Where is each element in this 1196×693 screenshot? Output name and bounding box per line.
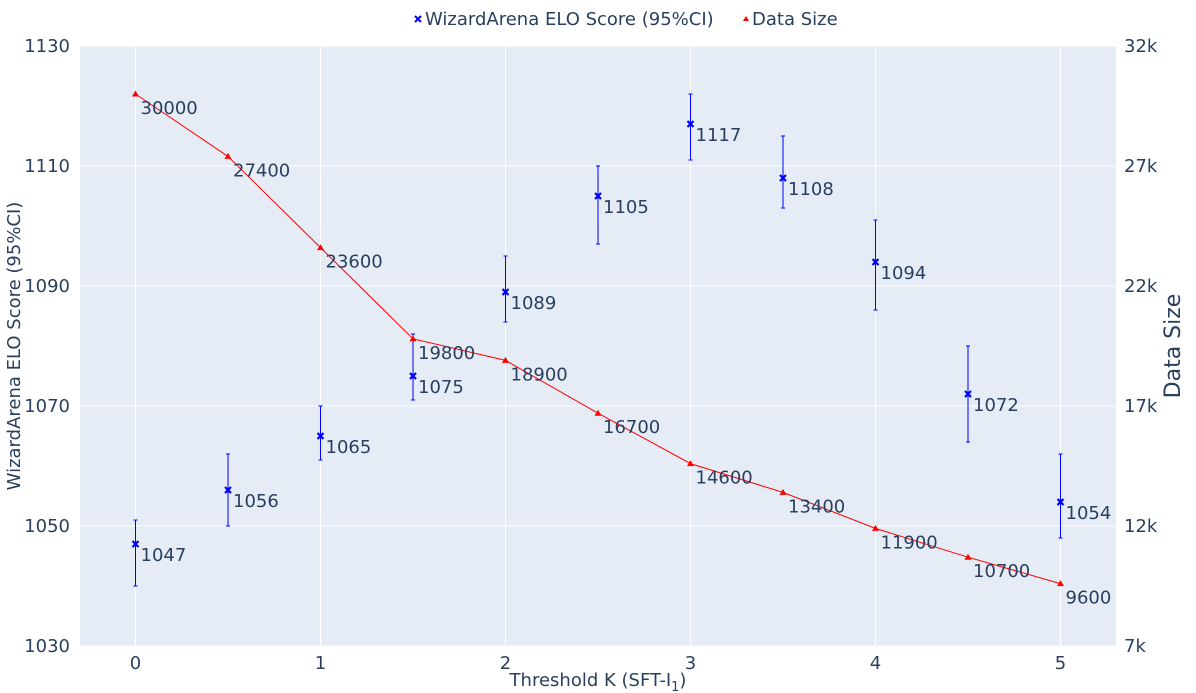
y-left-tick-label: 1130 [24,36,70,57]
elo-label: 1056 [233,491,279,512]
elo-point [594,192,602,200]
elo-label: 1089 [511,293,557,314]
error-bars [133,93,1063,587]
y-right-tick-label: 27k [1124,156,1158,177]
legend[interactable]: WizardArena ELO Score (95%CI) Data Size [414,9,838,30]
legend-item-elo[interactable]: WizardArena ELO Score (95%CI) [414,9,714,30]
elo-point [501,288,510,296]
x-tick-label: 3 [685,653,696,674]
y-left-tick-label: 1070 [24,396,70,417]
data-size-point [502,356,509,363]
data-size-point [1057,580,1064,587]
data-size-point [594,409,602,416]
data-size-label: 13400 [788,496,845,517]
elo-label: 1047 [141,545,187,566]
x-tick-label: 0 [130,653,141,674]
y-left-tick-labels: 1030 1050 1070 1090 1110 1130 [24,36,70,657]
y-right-tick-labels: 7k 12k 17k 22k 27k 32k [1124,36,1158,657]
legend-label-elo: WizardArena ELO Score (95%CI) [425,9,714,30]
x-tick-labels: 0 1 2 3 4 5 [130,653,1066,674]
data-size-point [409,335,417,342]
y-left-tick-label: 1090 [24,276,70,297]
y-left-tick-label: 1050 [24,516,70,537]
data-size-point [224,152,232,159]
y-left-axis-title: WizardArena ELO Score (95%CI) [4,202,25,491]
y-right-axis-title: Data Size [1161,294,1186,399]
elo-point [964,390,972,398]
data-size-label: 10700 [973,561,1030,582]
elo-point [686,120,695,128]
data-size-point [779,488,787,495]
data-size-point [964,553,972,560]
elo-label: 1054 [1066,503,1112,524]
x-tick-label: 5 [1055,653,1066,674]
elo-label: 1072 [973,395,1019,416]
data-size-label: 19800 [418,343,475,364]
y-right-tick-label: 17k [1124,396,1158,417]
legend-x-marker-icon [414,15,422,23]
legend-item-data-size[interactable]: Data Size [743,9,838,30]
elo-label: 1117 [696,125,742,146]
data-size-point [317,244,324,251]
data-size-label: 18900 [511,364,568,385]
data-size-point [132,90,139,97]
marks [131,90,1065,587]
data-labels: 30000 27400 23600 19800 18900 16700 14600 13400… [141,98,1112,609]
elo-point [871,258,880,266]
data-size-label: 11900 [881,532,938,553]
elo-label: 1108 [788,179,834,200]
x-tick-label: 4 [870,653,881,674]
elo-point [409,372,417,380]
data-size-label: 30000 [141,98,198,119]
elo-point [779,174,787,182]
y-right-tick-label: 22k [1124,276,1158,297]
y-left-tick-label: 1110 [24,156,70,177]
elo-label: 1094 [881,263,927,284]
y-left-tick-label: 1030 [24,636,70,657]
elo-point [1056,498,1065,506]
elo-label: 1105 [603,197,649,218]
x-tick-label: 2 [500,653,511,674]
grid [80,45,1116,647]
x-axis-title: Threshold K (SFT-I1) [509,670,687,693]
plot-area [80,46,1116,646]
elo-point [131,540,140,548]
legend-triangle-marker-icon [743,16,749,21]
elo-label: 1065 [326,437,372,458]
elo-point [316,432,325,440]
legend-label-data-size: Data Size [752,9,838,30]
data-size-label: 14600 [696,468,753,489]
elo-point [224,486,232,494]
y-right-tick-label: 32k [1124,36,1158,57]
x-tick-label: 1 [315,653,326,674]
data-size-label: 16700 [603,417,660,438]
elo-label: 1075 [418,377,464,398]
data-size-label: 27400 [233,160,290,181]
data-size-label: 9600 [1066,588,1112,609]
y-right-tick-label: 7k [1124,636,1146,657]
y-right-tick-label: 12k [1124,516,1158,537]
data-size-point [872,524,879,531]
data-size-point [687,460,694,467]
data-size-label: 23600 [326,252,383,273]
